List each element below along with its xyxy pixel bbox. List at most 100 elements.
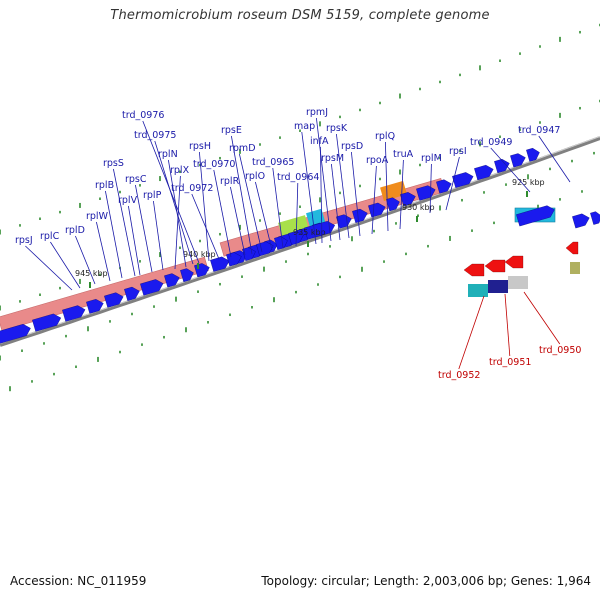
gene-label-trd_0975: trd_0975	[134, 130, 176, 141]
gene-label-rpse: rpsE	[221, 125, 242, 136]
cog-color-band	[0, 178, 580, 332]
reverse-gene-arrow	[504, 255, 524, 269]
gene-label-trd_0950: trd_0950	[539, 345, 581, 356]
topology-text: Topology: circular; Length: 2,003,006 bp…	[261, 574, 591, 588]
gene-label-rplc: rplC	[40, 231, 60, 242]
gene-label-rpmj: rpmJ	[306, 107, 328, 118]
gene-label-rpoa: rpoA	[366, 155, 389, 166]
gene-label-rpsk: rpsK	[326, 123, 348, 134]
forward-gene-arrow	[304, 221, 336, 240]
leader-line	[538, 135, 571, 183]
leader-line	[230, 186, 246, 256]
forward-gene-arrow	[510, 153, 526, 168]
forward-gene-arrow	[226, 252, 242, 267]
scale-label: 930 kbp	[402, 203, 435, 212]
gene-label-rplp: rplP	[143, 190, 162, 201]
gene-label-rplq: rplQ	[375, 131, 395, 142]
gene-label-rpsh: rpsH	[189, 141, 211, 152]
gene-label-rplm: rplM	[421, 153, 442, 164]
gene-label-trua: truA	[393, 149, 414, 160]
scale-label: 940 kbp	[183, 250, 216, 259]
leader-line	[351, 151, 361, 237]
gene-label-rplr: rplR	[220, 176, 240, 187]
cog-insert	[508, 276, 528, 289]
leader-line	[113, 168, 136, 277]
gene-label-map: map	[294, 121, 315, 132]
leader-line	[213, 169, 232, 258]
minor-tick-marks	[0, 23, 600, 392]
forward-gene-arrow	[368, 202, 386, 218]
accession-text: Accession: NC_011959	[10, 574, 147, 588]
leader-line	[105, 190, 123, 279]
forward-gene-arrow	[242, 247, 256, 261]
leader-line	[96, 221, 111, 282]
leader-line	[142, 120, 200, 264]
leader-line	[316, 117, 332, 242]
forward-gene-arrow	[124, 286, 140, 301]
scale-label: 935 kbp	[293, 228, 326, 237]
gene-label-rplw: rplW	[86, 211, 109, 222]
gene-label-trd_0965: trd_0965	[252, 157, 294, 168]
leader-line	[231, 135, 253, 255]
forward-gene-arrow	[474, 164, 494, 181]
leader-line	[154, 140, 194, 265]
forward-gene-arrow	[386, 197, 400, 212]
gene-label-rplx: rplX	[170, 165, 190, 176]
scale-markers: 945 kbp 940 kbp 935 kbp 930 kbp 925 kbp	[75, 178, 545, 288]
forward-gene-arrow	[86, 299, 104, 314]
forward-gene-arrow	[32, 313, 62, 332]
leader-line	[128, 205, 141, 276]
leader-line	[504, 293, 511, 357]
gene-label-trd_0972: trd_0972	[171, 183, 213, 194]
gene-label-rplb: rplB	[95, 180, 114, 191]
band-segment	[0, 256, 209, 332]
leader-line	[272, 167, 284, 249]
gene-label-rplv: rplV	[118, 195, 138, 206]
gene-label-rpsi: rpsI	[449, 146, 467, 157]
gene-label-rpsm: rpsM	[321, 153, 344, 164]
leader-line	[399, 159, 404, 230]
cog-insert	[306, 208, 326, 227]
cog-insert	[278, 215, 309, 237]
cog-insert	[468, 284, 488, 297]
gene-label-rpsj: rpsJ	[15, 235, 33, 246]
gene-label-trd_0976: trd_0976	[122, 110, 164, 121]
forward-gene-arrow	[516, 205, 555, 227]
forward-gene-arrow	[274, 236, 288, 250]
forward-gene-arrow	[590, 211, 600, 225]
gene-label-trd_0947: trd_0947	[518, 125, 560, 136]
gene-label-trd_0964: trd_0964	[277, 172, 319, 183]
leader-line	[174, 175, 181, 270]
scale-label: 925 kbp	[512, 178, 545, 187]
scale-label: 945 kbp	[75, 269, 108, 278]
forward-gene-arrow	[180, 268, 194, 283]
forward-gene-arrow	[104, 292, 124, 308]
backbone-line	[0, 136, 600, 347]
forward-gene-arrow	[0, 323, 31, 345]
leader-line	[429, 163, 432, 214]
leader-line	[458, 295, 485, 370]
forward-gene-arrow	[62, 305, 86, 322]
leader-line	[445, 156, 460, 211]
reverse-gene-arrow	[484, 259, 506, 273]
leader-line	[295, 182, 299, 247]
gene-label-rplo: rplO	[245, 171, 265, 182]
gene-arrows	[0, 148, 600, 345]
cog-insert	[570, 262, 580, 274]
leader-line	[301, 131, 317, 245]
leader-line	[135, 184, 153, 273]
gene-label-trd_0952: trd_0952	[438, 370, 480, 381]
gene-label-rpld: rplD	[65, 225, 85, 236]
cog-insert	[488, 280, 508, 293]
gene-label-trd_0949: trd_0949	[470, 137, 512, 148]
leader-line	[523, 291, 561, 345]
leader-line	[385, 141, 389, 232]
leader-line	[199, 151, 210, 262]
reverse-gene-arrow	[463, 263, 485, 277]
leader-line	[336, 133, 350, 239]
leader-line	[371, 165, 377, 235]
gene-label-rpsc: rpsC	[125, 174, 147, 185]
gene-label-rpsd: rpsD	[341, 141, 363, 152]
